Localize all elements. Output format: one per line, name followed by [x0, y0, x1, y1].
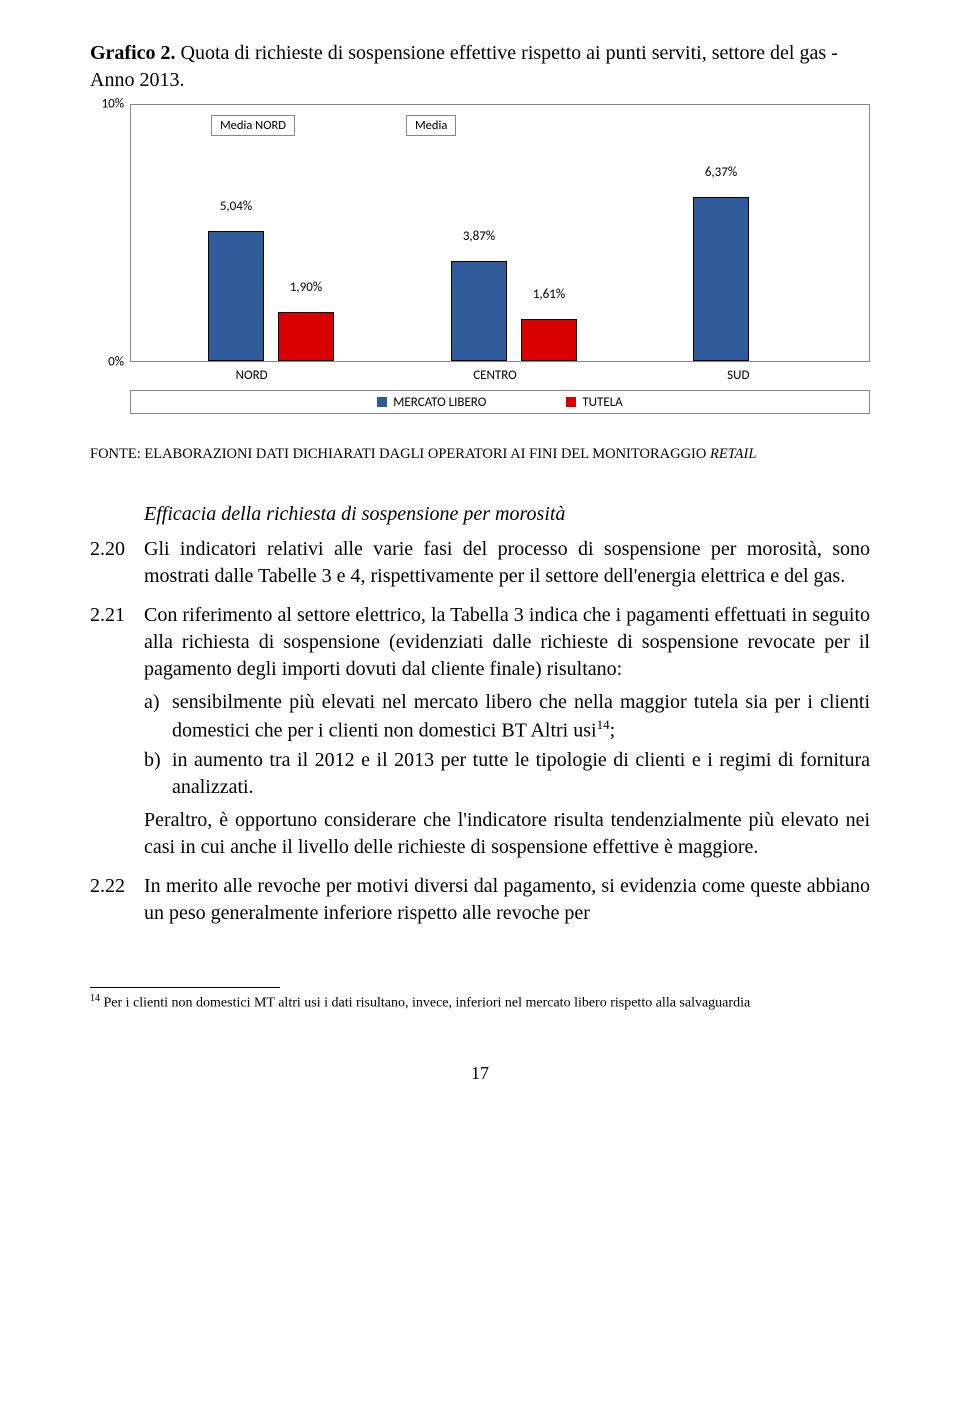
footnote-ref: 14: [597, 717, 610, 732]
list-item: b)in aumento tra il 2012 e il 2013 per t…: [144, 747, 870, 801]
chart-legend: MERCATO LIBERO TUTELA: [130, 390, 870, 414]
bar-value-label: 3,87%: [463, 229, 495, 244]
list-marker: b): [144, 747, 172, 801]
paragraph-intro: Con riferimento al settore elettrico, la…: [144, 604, 870, 680]
legend-label: TUTELA: [582, 395, 622, 410]
footnote-separator: [90, 987, 280, 988]
paragraph-body: In merito alle revoche per motivi divers…: [144, 873, 870, 927]
media-label: Media NORD: [211, 115, 295, 136]
legend-label: MERCATO LIBERO: [393, 395, 486, 410]
paragraph-2-20: 2.20 Gli indicatori relativi alle varie …: [90, 536, 870, 590]
ordered-sublist: a)sensibilmente più elevati nel mercato …: [144, 689, 870, 801]
chart-title-rest: Quota di richieste di sospensione effett…: [90, 42, 838, 91]
section-heading: Efficacia della richiesta di sospensione…: [144, 503, 870, 526]
bar: [451, 261, 507, 361]
bar: [521, 319, 577, 361]
legend-item: MERCATO LIBERO: [377, 395, 486, 410]
list-marker: a): [144, 689, 172, 745]
paragraph-number: 2.20: [90, 536, 144, 590]
footnote: 14 Per i clienti non domestici MT altri …: [90, 992, 870, 1013]
source-note-italic: RETAIL: [710, 446, 756, 462]
bar: [693, 197, 749, 361]
paragraph-outro: Peraltro, è opportuno considerare che l'…: [144, 809, 870, 858]
bar: [208, 231, 264, 361]
bar: [278, 312, 334, 361]
x-region-label: NORD: [130, 368, 373, 383]
paragraph-2-21: 2.21 Con riferimento al settore elettric…: [90, 602, 870, 861]
footnote-text: Per i clienti non domestici MT altri usi…: [100, 995, 750, 1010]
source-note: FONTE: ELABORAZIONI DATI DICHIARATI DAGL…: [90, 446, 870, 463]
source-note-prefix: FONTE: ELABORAZIONI DATI DICHIARATI DAGL…: [90, 446, 710, 462]
y-tick-label: 10%: [102, 97, 124, 112]
footnote-number: 14: [90, 993, 100, 1004]
legend-swatch: [377, 397, 387, 407]
y-axis: 10%0%: [90, 104, 130, 424]
bar-value-label: 1,90%: [290, 280, 322, 295]
bar-value-label: 1,61%: [533, 287, 565, 302]
chart-title-prefix: Grafico 2.: [90, 42, 176, 64]
chart-title: Grafico 2. Quota di richieste di sospens…: [90, 40, 870, 94]
list-text: in aumento tra il 2012 e il 2013 per tut…: [172, 747, 870, 801]
bar-chart: 10%0% Media NORD Media 5,04% 1,90% 3,87% 1,61%…: [90, 104, 870, 424]
paragraph-number: 2.22: [90, 873, 144, 927]
plot-area: Media NORD Media 5,04% 1,90% 3,87% 1,61% 6,37%: [130, 104, 870, 362]
legend-swatch: [566, 397, 576, 407]
list-text: sensibilmente più elevati nel mercato li…: [172, 689, 870, 745]
bar-value-label: 6,37%: [705, 165, 737, 180]
media-label: Media: [406, 115, 456, 136]
page-number: 17: [90, 1063, 870, 1084]
x-region-label: CENTRO: [373, 368, 616, 383]
paragraph-body: Gli indicatori relativi alle varie fasi …: [144, 536, 870, 590]
paragraph-2-22: 2.22 In merito alle revoche per motivi d…: [90, 873, 870, 927]
y-tick-label: 0%: [108, 355, 124, 370]
paragraph-body: Con riferimento al settore elettrico, la…: [144, 602, 870, 861]
paragraph-number: 2.21: [90, 602, 144, 861]
bar-value-label: 5,04%: [220, 199, 252, 214]
list-item: a)sensibilmente più elevati nel mercato …: [144, 689, 870, 745]
legend-item: TUTELA: [566, 395, 622, 410]
x-region-label: SUD: [617, 368, 860, 383]
